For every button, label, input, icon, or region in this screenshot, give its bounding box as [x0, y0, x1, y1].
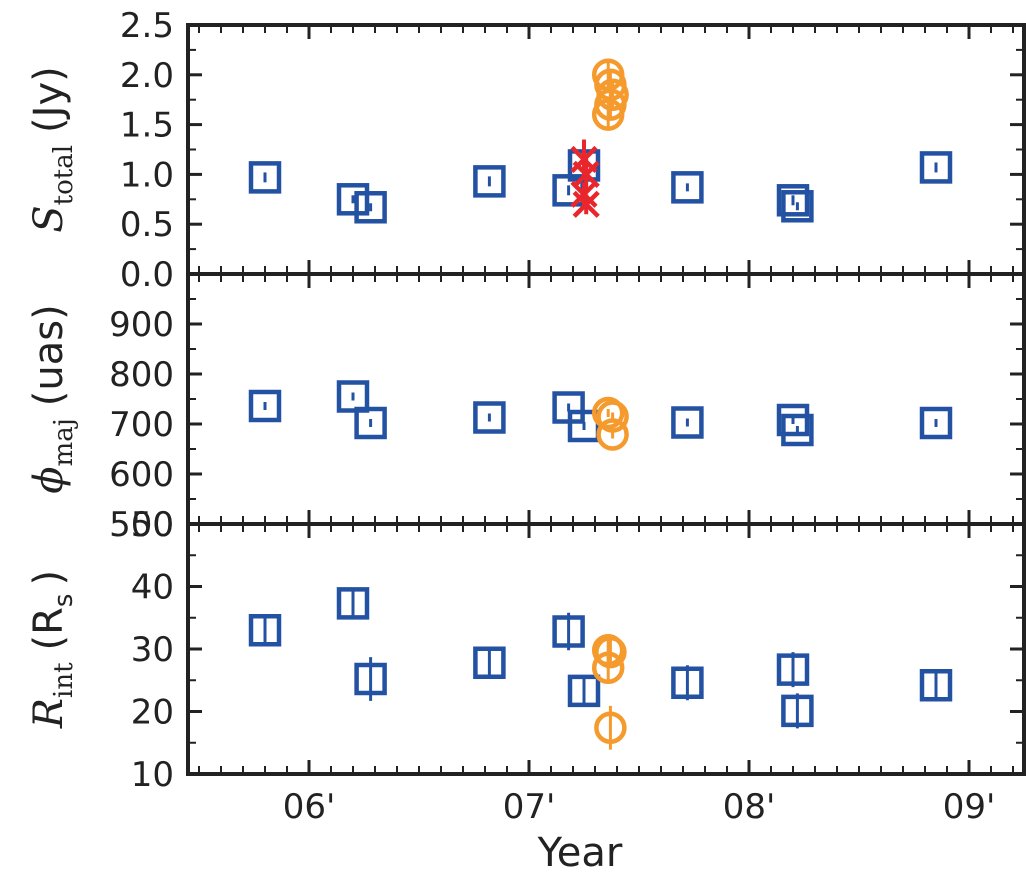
data-point-square: [919, 406, 953, 440]
y-tick-label: 1.0: [120, 155, 174, 195]
y-tick-label: 10: [131, 755, 174, 795]
data-point-square: [552, 615, 585, 648]
y-tick-label: 700: [109, 405, 174, 445]
y-tick-label: 40: [131, 568, 174, 608]
y-axis-title: Stotal (Jy): [26, 66, 79, 232]
data-point-square: [473, 401, 506, 434]
data-point-square: [781, 413, 814, 447]
x-axis-title: Year: [537, 830, 623, 873]
data-point-square: [567, 409, 601, 443]
data-point-circle: [591, 651, 625, 684]
y-tick-label: 500: [109, 505, 174, 545]
data-point-square: [776, 653, 810, 686]
y-axis-subscript: total: [49, 145, 79, 205]
data-point-square: [248, 614, 282, 647]
data-point-circle: [594, 711, 627, 744]
y-tick-label: 600: [109, 455, 174, 495]
data-point-square: [781, 190, 814, 223]
panel-3: 10 20 30 40 50 Rint (Rs): [26, 505, 1026, 795]
panel-frame: [186, 522, 1026, 776]
y-axis-title: ϕmaj (uas): [26, 304, 79, 493]
data-point-square: [671, 406, 704, 439]
data-point-square: [473, 165, 506, 198]
data-point-square: [919, 151, 953, 184]
data-point-square: [336, 183, 370, 216]
y-axis-title: Rint (Rs): [26, 570, 79, 729]
data-point-square: [781, 694, 814, 728]
y-axis-unit: (Jy): [26, 66, 72, 133]
y-tick-label: 900: [109, 305, 174, 345]
data-point-square: [354, 662, 387, 696]
y-axis-subscript: maj: [49, 418, 79, 466]
data-point-square: [248, 161, 282, 194]
data-point-square: [354, 191, 387, 224]
data-point-square: [776, 184, 810, 217]
panel-1: 0.0 0.5 1.0 1.5 2.0 2.5 Stotal (Jy): [26, 6, 1026, 295]
panel-2: 500 600 700 800 900 ϕmaj (uas): [26, 272, 1026, 545]
data-point-square: [567, 674, 601, 708]
data-point-square: [354, 406, 387, 440]
y-tick-label: 800: [109, 355, 174, 395]
y-tick-label: 1.5: [120, 106, 174, 146]
y-axis-subscript: int: [49, 662, 79, 698]
y-axis-unit-subscript: s: [49, 594, 79, 608]
data-point-cross: [572, 190, 600, 218]
y-tick-label: 30: [131, 630, 174, 670]
y-tick-label: 2.0: [120, 56, 174, 96]
y-axis-symbol: ϕ: [26, 466, 72, 493]
y-axis-symbol: S: [26, 205, 72, 232]
y-axis-unit: (uas): [26, 304, 72, 406]
data-point-square: [671, 171, 704, 204]
data-point-square: [336, 380, 370, 413]
y-tick-label: 0.5: [120, 205, 174, 245]
y-tick-label: 50: [131, 505, 174, 545]
data-point-square: [248, 389, 282, 423]
data-point-square: [919, 669, 953, 702]
data-point-circle: [591, 98, 625, 131]
data-point-circle: [596, 418, 629, 451]
y-axis-unit: ): [26, 570, 72, 586]
x-tick-labels: 06' 07' 08' 09': [283, 787, 996, 827]
x-tick-label: 08': [723, 787, 776, 827]
data-point-square: [671, 666, 704, 699]
y-tick-label: 0.0: [120, 255, 174, 295]
y-tick-label: 2.5: [120, 6, 174, 46]
x-tick-label: 07': [503, 787, 556, 827]
x-tick-label: 06': [283, 787, 336, 827]
data-point-circle: [591, 396, 625, 430]
y-axis-unit: (R: [26, 607, 72, 650]
y-tick-label: 20: [131, 693, 174, 733]
data-point-square: [336, 587, 370, 620]
chart-panels: 0.0 0.5 1.0 1.5 2.0 2.5 Stotal (Jy) 500 600 700 800…: [26, 6, 1026, 795]
data-point-circle: [594, 635, 627, 669]
data-point-square: [473, 646, 506, 679]
data-point-cross: [570, 180, 598, 208]
x-tick-label: 09': [943, 787, 996, 827]
data-point-square: [776, 403, 810, 437]
y-axis-symbol: R: [26, 698, 72, 729]
